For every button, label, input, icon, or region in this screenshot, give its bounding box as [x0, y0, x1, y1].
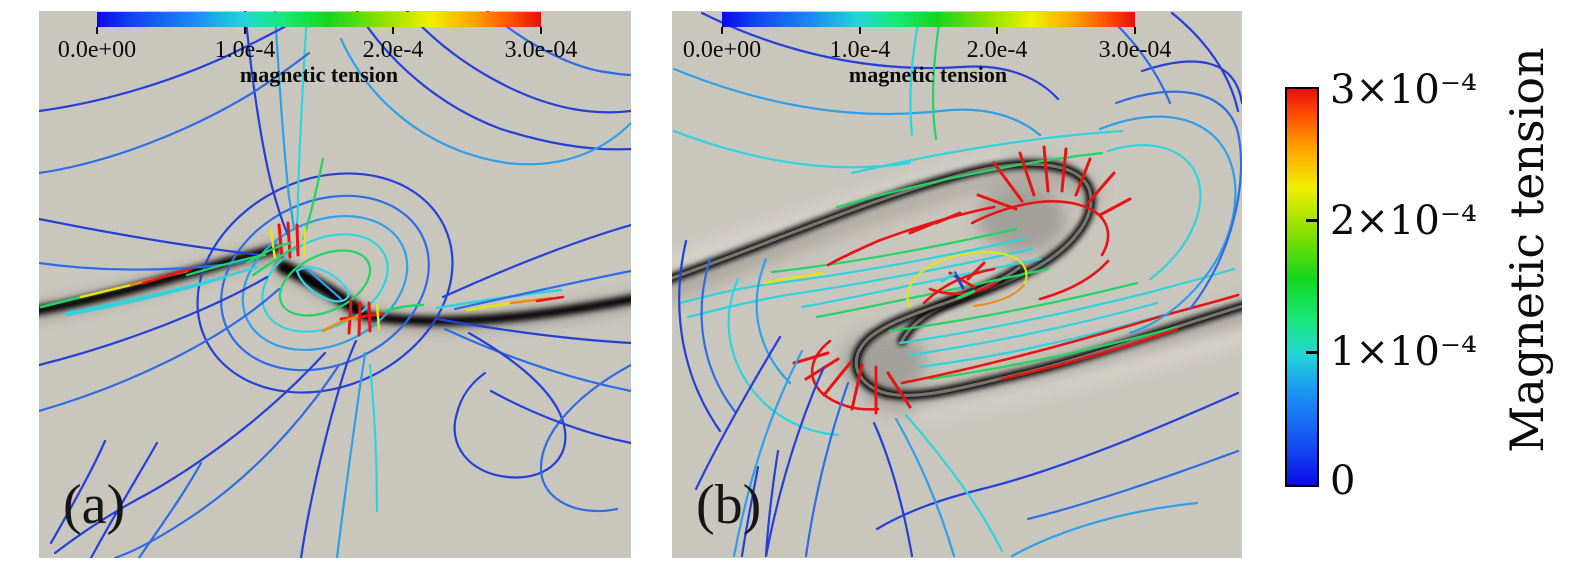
upper-xpoint-a: [245, 221, 307, 277]
colorbar-a-tick-0: [96, 27, 98, 34]
colorbar-b-label-1: 1.0e-4: [829, 37, 891, 63]
upper-bundle-b: [678, 129, 1124, 319]
bottom-inflow-a: [299, 339, 379, 558]
top-inflow-a: [243, 11, 325, 241]
colorbar-b-label-3: 3.0e-04: [1098, 37, 1172, 63]
panel-b-label: (b): [696, 474, 762, 536]
lower-starburst-b: [792, 293, 1240, 415]
top-left-arcs-a: [39, 17, 311, 175]
right-colorbar-label-0: 0: [1330, 458, 1356, 504]
left-arcs-b: [678, 239, 840, 437]
streamline-plot-a: [39, 11, 631, 558]
left-field-a: [39, 217, 281, 413]
panel-b: 0.0e+00 1.0e-4 2.0e-4 3.0e-04 magnetic t…: [672, 11, 1242, 558]
panel-a: 0.0e+00 1.0e-4 2.0e-4 3.0e-04 magnetic t…: [39, 11, 631, 558]
colorbar-a-tick-2: [392, 27, 394, 34]
colorbar-a-title: magnetic tension: [239, 62, 399, 87]
lower-xpoint-a: [321, 299, 425, 337]
colorbar-a-tick-3: [540, 27, 542, 34]
colorbar-b-label-2: 2.0e-4: [966, 37, 1028, 63]
panel-a-label: (a): [63, 474, 126, 536]
bottom-left-fan-b: [694, 335, 850, 558]
right-colorbar-title: Magnetic tension: [1500, 47, 1554, 453]
colorbar-b-tick-2: [996, 27, 998, 34]
right-colorbar-tick-2e-4: [1306, 219, 1317, 222]
right-colorbar-label-3: 3×10⁻⁴: [1330, 67, 1478, 113]
colorbar-a: [97, 12, 541, 27]
lower-bundle-b: [888, 267, 1236, 381]
colorbar-b-tick-3: [1134, 27, 1136, 34]
colorbar-a-tick-1: [244, 27, 246, 34]
colorbar-b-label-0: 0.0e+00: [682, 37, 762, 63]
colorbar-a-label-0: 0.0e+00: [57, 37, 137, 63]
streamline-plot-b: [672, 11, 1242, 558]
central-tangle-b: [906, 251, 1028, 308]
top-right-arcs-a: [339, 11, 631, 166]
left-arm-tension-a: [39, 267, 227, 317]
top-left-arcs-b: [672, 11, 1060, 169]
colorbar-b-tick-0: [721, 27, 723, 34]
right-colorbar-label-2: 2×10⁻⁴: [1330, 198, 1478, 244]
bottom-arcs-a: [53, 351, 341, 558]
bottom-left-fan-a: [49, 439, 203, 558]
colorbar-a-label-2: 2.0e-4: [362, 37, 424, 63]
upper-starburst-b: [826, 145, 1132, 301]
right-colorbar-label-1: 1×10⁻⁴: [1330, 329, 1478, 375]
colorbar-a-label-3: 3.0e-04: [504, 37, 578, 63]
right-colorbar-tick-1e-4: [1306, 351, 1317, 354]
colorbar-b-tick-1: [859, 27, 861, 34]
bottom-right-loops-b: [872, 391, 1240, 558]
inner-island-a: [295, 266, 350, 303]
bottom-right-loop-a: [453, 331, 631, 513]
colorbar-b-title: magnetic tension: [848, 62, 1008, 87]
colorbar-b: [722, 12, 1135, 27]
right-field-a: [435, 223, 631, 393]
right-colorbar: [1285, 87, 1319, 487]
island-rings-a: [196, 172, 454, 394]
colorbar-a-label-1: 1.0e-4: [214, 37, 276, 63]
right-loops-b: [1098, 11, 1242, 335]
